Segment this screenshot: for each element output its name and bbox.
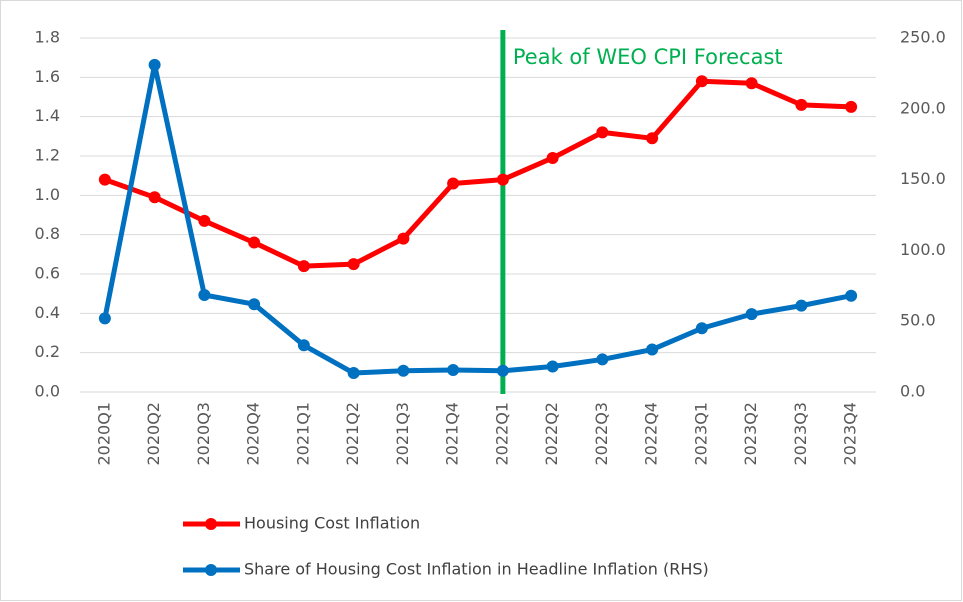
x-tick-label: 2021Q2 xyxy=(343,402,362,466)
series-line xyxy=(104,78,852,269)
y-tick-label: 0.6 xyxy=(35,264,60,283)
x-tick-label: 2023Q4 xyxy=(841,402,860,466)
data-point xyxy=(845,289,858,302)
data-point xyxy=(745,77,758,90)
y2-tick-label: 50.0 xyxy=(900,311,936,330)
x-tick-label: 2020Q4 xyxy=(244,402,263,466)
data-point xyxy=(745,308,758,321)
y-tick-label: 0.0 xyxy=(35,382,60,401)
x-tick-label: 2021Q1 xyxy=(293,402,312,466)
y2-tick-label: 200.0 xyxy=(900,98,946,117)
data-point xyxy=(248,298,261,311)
x-tick-label: 2023Q1 xyxy=(691,402,710,466)
legend-label: Share of Housing Cost Inflation in Headl… xyxy=(244,560,709,579)
data-point xyxy=(447,177,460,190)
x-tick-label: 2022Q4 xyxy=(642,402,661,466)
y-tick-label: 1.6 xyxy=(35,67,60,86)
y-tick-label: 1.8 xyxy=(35,28,60,47)
x-tick-label: 2022Q2 xyxy=(542,402,561,466)
y-tick-label: 1.4 xyxy=(35,106,60,125)
x-tick-label: 2020Q2 xyxy=(144,402,163,466)
data-point xyxy=(98,173,111,186)
x-tick-label: 2023Q3 xyxy=(791,402,810,466)
x-tick-label: 2020Q1 xyxy=(94,402,113,466)
y-tick-label: 0.2 xyxy=(35,342,60,361)
data-point xyxy=(546,360,559,373)
y-tick-label: 0.4 xyxy=(35,303,60,322)
data-point xyxy=(198,214,211,227)
data-point xyxy=(546,151,559,164)
y2-tick-label: 250.0 xyxy=(900,28,946,47)
data-point xyxy=(695,75,708,88)
data-point xyxy=(198,289,211,302)
data-point xyxy=(596,353,609,366)
data-point xyxy=(347,258,360,271)
data-point xyxy=(795,98,808,111)
y-tick-label: 0.8 xyxy=(35,224,60,243)
data-point xyxy=(297,260,310,273)
data-point xyxy=(646,343,659,356)
x-tick-label: 2021Q3 xyxy=(393,402,412,466)
data-point xyxy=(148,191,161,204)
x-tick-label: 2021Q4 xyxy=(443,402,462,466)
data-point xyxy=(98,312,111,325)
y-tick-label: 1.2 xyxy=(35,146,60,165)
data-point xyxy=(397,232,410,245)
data-point xyxy=(397,364,410,377)
data-point xyxy=(447,364,460,377)
y2-tick-label: 0.0 xyxy=(900,382,925,401)
data-point xyxy=(646,132,659,145)
x-tick-label: 2020Q3 xyxy=(194,402,213,466)
series-line xyxy=(102,62,852,376)
data-point xyxy=(496,364,509,377)
legend-label: Housing Cost Inflation xyxy=(244,514,420,533)
legend-marker xyxy=(205,518,217,530)
data-point xyxy=(496,173,509,186)
legend-marker xyxy=(205,564,217,576)
y-tick-label: 1.0 xyxy=(35,185,60,204)
annotation-text: Peak of WEO CPI Forecast xyxy=(513,45,783,69)
data-point xyxy=(297,339,310,352)
data-point xyxy=(596,126,609,139)
data-point xyxy=(148,58,161,71)
data-point xyxy=(845,100,858,113)
data-point xyxy=(347,367,360,380)
data-point xyxy=(248,236,261,249)
y2-tick-label: 100.0 xyxy=(900,240,946,259)
y2-tick-label: 150.0 xyxy=(900,169,946,188)
data-point xyxy=(795,299,808,312)
x-tick-label: 2022Q3 xyxy=(592,402,611,466)
x-tick-label: 2023Q2 xyxy=(741,402,760,466)
data-point xyxy=(695,322,708,335)
x-tick-label: 2022Q1 xyxy=(492,402,511,466)
